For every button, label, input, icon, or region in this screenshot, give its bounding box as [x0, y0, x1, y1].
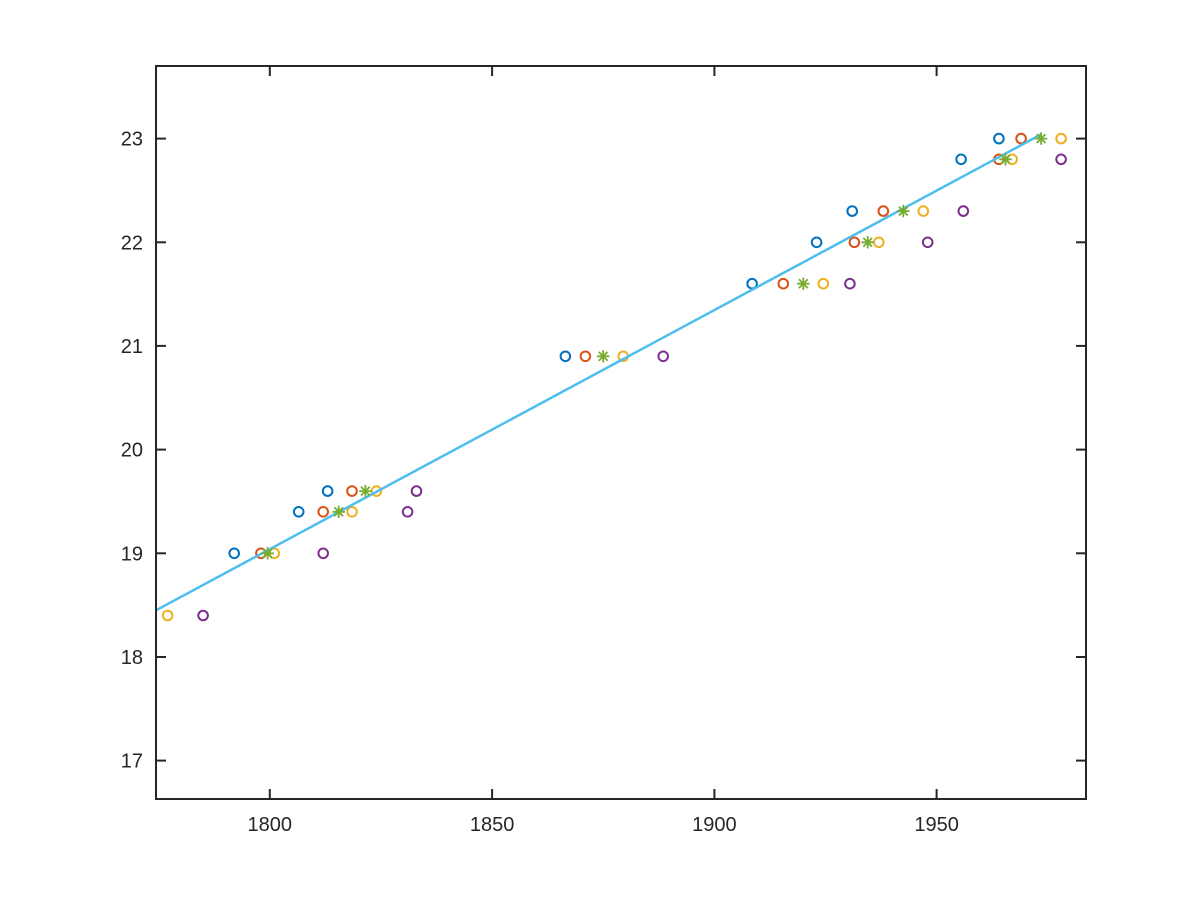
green-asterisks-marker — [597, 350, 610, 363]
y-tick-label: 21 — [121, 336, 143, 358]
orange-circles-marker — [777, 277, 790, 290]
purple-circles-marker — [921, 236, 934, 249]
green-asterisks-marker — [861, 236, 874, 249]
yellow-circles-marker — [817, 277, 830, 290]
y-tick-label: 18 — [121, 647, 143, 669]
y-tick-label: 17 — [121, 751, 143, 773]
fit-line-layer — [155, 133, 1042, 612]
yellow-circles-marker — [917, 205, 930, 217]
orange-circles-marker — [317, 506, 330, 518]
purple-circles-marker — [401, 506, 414, 518]
green-asterisks-marker — [332, 505, 345, 518]
y-tick-label: 22 — [121, 232, 143, 254]
yellow-circles-series — [161, 132, 1067, 622]
y-tick-label: 23 — [121, 129, 143, 151]
x-tick-label: 1850 — [470, 814, 515, 836]
green-asterisks-marker — [261, 547, 274, 560]
blue-circles-marker — [292, 506, 305, 518]
plot-frame — [155, 65, 1087, 800]
purple-circles-marker — [1055, 153, 1067, 166]
green-asterisks-marker — [359, 484, 372, 498]
yellow-circles-marker — [161, 609, 174, 622]
green-asterisks-marker — [1034, 132, 1048, 145]
blue-circles-series — [228, 132, 1005, 560]
purple-circles-series — [197, 153, 1067, 622]
green-asterisks-marker — [897, 204, 910, 218]
purple-circles-marker — [317, 547, 330, 560]
orange-circles-marker — [1015, 132, 1027, 145]
y-tick-label: 19 — [121, 543, 143, 565]
purple-circles-marker — [657, 350, 670, 363]
asterisk-layer — [261, 132, 1048, 560]
axes-layer: 1800 1850 1900 1950 17 18 19 20 21 22 23 — [121, 65, 1087, 836]
orange-circles-marker — [877, 205, 890, 217]
blue-circles-marker — [846, 205, 859, 217]
orange-circles-marker — [848, 236, 861, 249]
markers-layer — [161, 132, 1067, 622]
yellow-circles-marker — [1055, 132, 1067, 145]
purple-circles-marker — [197, 609, 209, 622]
x-tick-label: 1950 — [914, 814, 959, 836]
blue-circles-marker — [228, 547, 240, 560]
green-asterisks-marker — [999, 153, 1012, 166]
blue-circles-marker — [321, 485, 334, 497]
linear-fit-line — [155, 133, 1042, 612]
blue-circles-marker — [559, 350, 572, 363]
yellow-circles-marker — [370, 485, 383, 497]
y-tick-label: 20 — [121, 440, 143, 462]
purple-circles-marker — [410, 485, 423, 497]
purple-circles-marker — [844, 277, 856, 290]
x-tick-label: 1900 — [692, 814, 737, 836]
orange-circles-marker — [579, 350, 592, 363]
orange-circles-marker — [346, 485, 358, 497]
green-asterisks-marker — [797, 277, 810, 290]
yellow-circles-marker — [873, 236, 885, 249]
yellow-circles-marker — [346, 506, 358, 518]
green-asterisks-series — [261, 132, 1048, 560]
blue-circles-marker — [810, 236, 823, 249]
blue-circles-marker — [993, 132, 1005, 145]
purple-circles-marker — [957, 205, 970, 217]
blue-circles-marker — [955, 153, 967, 166]
x-tick-label: 1800 — [248, 814, 293, 836]
